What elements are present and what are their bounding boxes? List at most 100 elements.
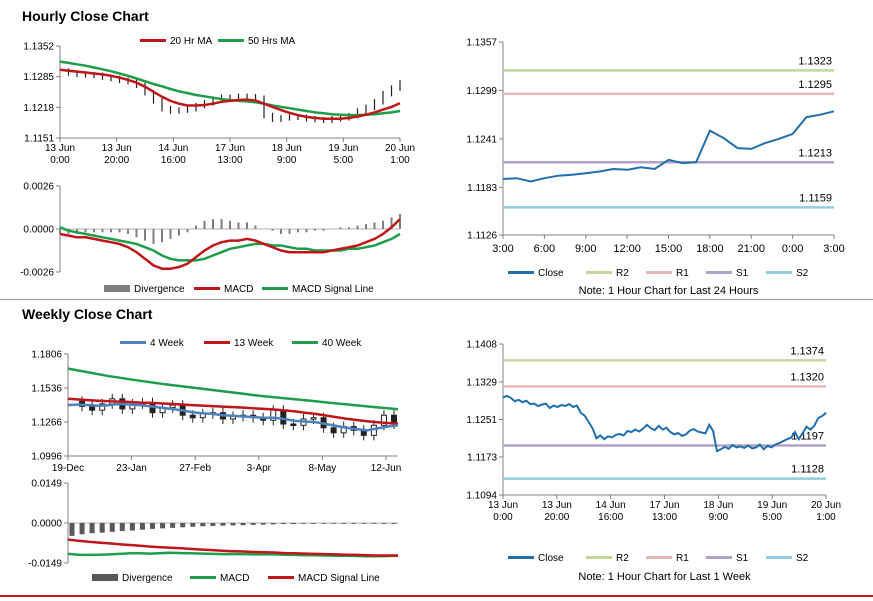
weekly-divergence-bar — [190, 523, 196, 527]
hourly-price-x-tick-label: 13 Jun — [102, 143, 132, 154]
h24-y-tick-label: 1.1183 — [467, 183, 497, 194]
w1-x-tick-label: 1:00 — [816, 512, 836, 523]
weekly-candle-body — [189, 414, 196, 419]
weekly-price-x-tick-label: 23-Jan — [116, 463, 147, 474]
weekly-legend-divergence-swatch — [92, 574, 118, 581]
hourly-price-x-tick-label: 13 Jun — [45, 143, 75, 154]
h24-close-line — [502, 110, 835, 183]
w1-y-tick-label: 1.1408 — [466, 340, 497, 351]
weekly-divergence-bar — [371, 523, 377, 524]
weekly-candle-body — [290, 423, 297, 427]
hourly-price-x-tick-label: 9:00 — [277, 155, 297, 166]
h24-legend-r1-label: R1 — [676, 268, 689, 279]
hourly-legend-macd-signal-label: MACD Signal Line — [292, 284, 374, 295]
hourly-price-x-tick-label: 13:00 — [217, 155, 242, 166]
weekly-divergence-bar — [280, 523, 286, 525]
hourly-50hr-ma-line — [59, 60, 401, 117]
weekly-divergence-bar — [311, 523, 316, 524]
w1-note: Note: 1 Hour Chart for Last 1 Week — [578, 571, 751, 583]
hourly-macd-y-tick-label: -0.0026 — [20, 268, 54, 279]
w1-x-tick-label: 5:00 — [762, 512, 782, 523]
hourly-macd-signal-line — [59, 226, 401, 262]
hourly-macd-y-tick-label: 0.0026 — [23, 182, 54, 193]
h24-x-tick-label: 21:00 — [737, 243, 765, 255]
weekly-macd-y-tick-label: 0.0000 — [31, 519, 62, 530]
w1-level-label-r2: 1.1374 — [790, 345, 824, 357]
weekly-divergence-bar — [250, 523, 256, 525]
hourly-price-x-tick-label: 5:00 — [334, 155, 354, 166]
h24-x-tick-label: 0:00 — [782, 243, 803, 255]
weekly-candle-body — [310, 417, 317, 420]
weekly-13-week-line — [67, 397, 399, 426]
h24-x-tick-label: 6:00 — [534, 243, 555, 255]
weekly-candle-body — [280, 409, 287, 425]
hourly-price-x-tick-label: 14 Jun — [158, 143, 188, 154]
weekly-divergence-bar — [361, 523, 367, 524]
weekly-price-y-tick-label: 1.1266 — [31, 418, 62, 429]
weekly-divergence-bar — [331, 523, 337, 524]
weekly-divergence-bar — [79, 523, 85, 535]
w1-close-line — [502, 394, 827, 453]
hourly-price-x-tick-label: 16:00 — [161, 155, 186, 166]
w1-x-tick-label: 19 Jun — [757, 500, 787, 511]
weekly-divergence-bar — [381, 523, 387, 524]
hourly-macd-y-tick-label: 0.0000 — [23, 225, 54, 236]
h24-x-tick-label: 3:00 — [492, 243, 513, 255]
hourly-legend-divergence-label: Divergence — [134, 284, 185, 295]
hourly-price-x-tick-label: 17 Jun — [215, 143, 245, 154]
w1-y-tick-label: 1.1173 — [467, 453, 497, 464]
weekly-divergence-bar — [341, 523, 347, 524]
weekly-legend-divergence-label: Divergence — [122, 573, 173, 584]
h24-level-label-s2: 1.1159 — [799, 192, 832, 204]
hourly-price-x-tick-label: 1:00 — [390, 155, 410, 166]
hourly-price-y-tick-label: 1.1352 — [23, 42, 54, 53]
w1-legend-r2-label: R2 — [616, 553, 629, 564]
hourly-price-x-tick-label: 20 Jun — [385, 143, 415, 154]
hourly-legend-50hrs-ma-label: 50 Hrs MA — [248, 36, 296, 47]
w1-x-tick-label: 14 Jun — [596, 500, 626, 511]
weekly-section-title: Weekly Close Chart — [22, 306, 153, 322]
weekly-divergence-bar — [160, 523, 166, 529]
weekly-divergence-bar — [240, 523, 246, 526]
weekly-legend-40-week-label: 40 Week — [322, 338, 362, 349]
section-divider — [0, 299, 873, 300]
w1-x-tick-label: 13:00 — [652, 512, 677, 523]
weekly-candle-body — [330, 427, 337, 434]
weekly-candle-body — [89, 405, 96, 411]
weekly-divergence-bar — [290, 523, 296, 525]
weekly-divergence-bar — [139, 523, 145, 530]
h24-level-label-s1: 1.1213 — [798, 147, 832, 159]
w1-x-tick-label: 13 Jun — [488, 500, 518, 511]
weekly-price-x-tick-label: 3-Apr — [247, 463, 272, 474]
weekly-legend-macd-signal-label: MACD Signal Line — [298, 573, 380, 584]
w1-legend-s2-label: S2 — [796, 553, 809, 564]
weekly-4-week-line — [67, 402, 399, 432]
weekly-price-x-tick-label: 8-May — [309, 463, 337, 474]
weekly-divergence-bar — [210, 523, 216, 526]
w1-legend-close-label: Close — [538, 553, 564, 564]
h24-y-tick-label: 1.1241 — [466, 134, 497, 145]
w1-x-tick-label: 20 Jun — [811, 500, 841, 511]
weekly-price-y-tick-label: 1.0996 — [31, 452, 62, 463]
weekly-price-x-tick-label: 27-Feb — [179, 463, 211, 474]
weekly-divergence-bar — [300, 523, 306, 524]
weekly-divergence-bar — [150, 523, 155, 529]
weekly-price-y-tick-label: 1.1806 — [31, 350, 62, 361]
weekly-legend-4-week-label: 4 Week — [150, 338, 185, 349]
hourly-legend-macd-label: MACD — [224, 284, 253, 295]
weekly-candle-body — [169, 404, 176, 409]
h24-y-tick-label: 1.1357 — [466, 38, 497, 49]
h24-x-tick-label: 18:00 — [696, 243, 724, 255]
weekly-divergence-bar — [270, 523, 276, 525]
w1-level-label-s2: 1.1128 — [791, 464, 824, 476]
weekly-divergence-bar — [89, 523, 95, 534]
weekly-divergence-bar — [230, 523, 236, 526]
weekly-macd-y-tick-label: 0.0149 — [31, 479, 62, 490]
w1-x-tick-label: 0:00 — [493, 512, 513, 523]
bottom-divider — [0, 595, 873, 597]
weekly-divergence-bar — [321, 523, 327, 524]
weekly-legend-13-week-label: 13 Week — [234, 338, 274, 349]
weekly-divergence-bar — [391, 523, 397, 524]
w1-x-tick-label: 17 Jun — [649, 500, 679, 511]
